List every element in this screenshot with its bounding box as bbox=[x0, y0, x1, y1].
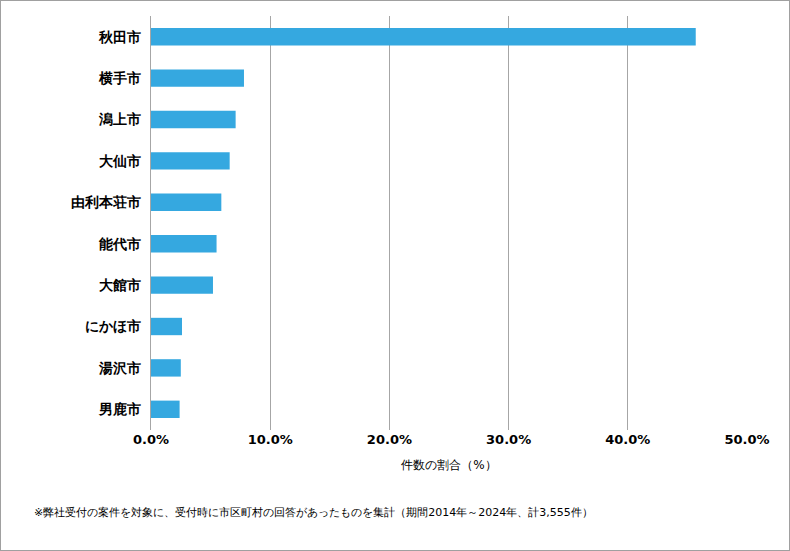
svg-text:横手市: 横手市 bbox=[98, 70, 141, 86]
svg-text:にかほ市: にかほ市 bbox=[85, 318, 141, 334]
svg-text:件数の割合（%）: 件数の割合（%） bbox=[401, 458, 496, 472]
svg-text:湯沢市: 湯沢市 bbox=[98, 360, 141, 376]
svg-text:50.0%: 50.0% bbox=[724, 432, 769, 447]
svg-text:※弊社受付の案件を対象に、受付時に市区町村の回答があったもの: ※弊社受付の案件を対象に、受付時に市区町村の回答があったものを集計（期間2014… bbox=[34, 506, 593, 519]
svg-text:大館市: 大館市 bbox=[99, 277, 141, 293]
svg-text:30.0%: 30.0% bbox=[486, 432, 531, 447]
svg-text:男鹿市: 男鹿市 bbox=[98, 401, 141, 417]
svg-text:潟上市: 潟上市 bbox=[98, 111, 141, 127]
svg-text:能代市: 能代市 bbox=[99, 236, 141, 252]
svg-text:40.0%: 40.0% bbox=[605, 432, 650, 447]
svg-text:20.0%: 20.0% bbox=[367, 432, 412, 447]
svg-text:由利本荘市: 由利本荘市 bbox=[71, 194, 141, 210]
svg-text:大仙市: 大仙市 bbox=[99, 153, 141, 169]
svg-text:10.0%: 10.0% bbox=[248, 432, 293, 447]
svg-text:秋田市: 秋田市 bbox=[98, 29, 141, 45]
svg-text:0.0%: 0.0% bbox=[133, 432, 169, 447]
